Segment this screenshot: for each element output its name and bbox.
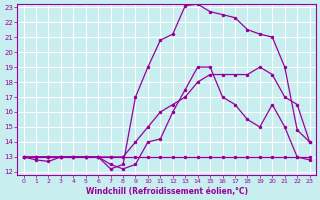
X-axis label: Windchill (Refroidissement éolien,°C): Windchill (Refroidissement éolien,°C) [85, 187, 248, 196]
